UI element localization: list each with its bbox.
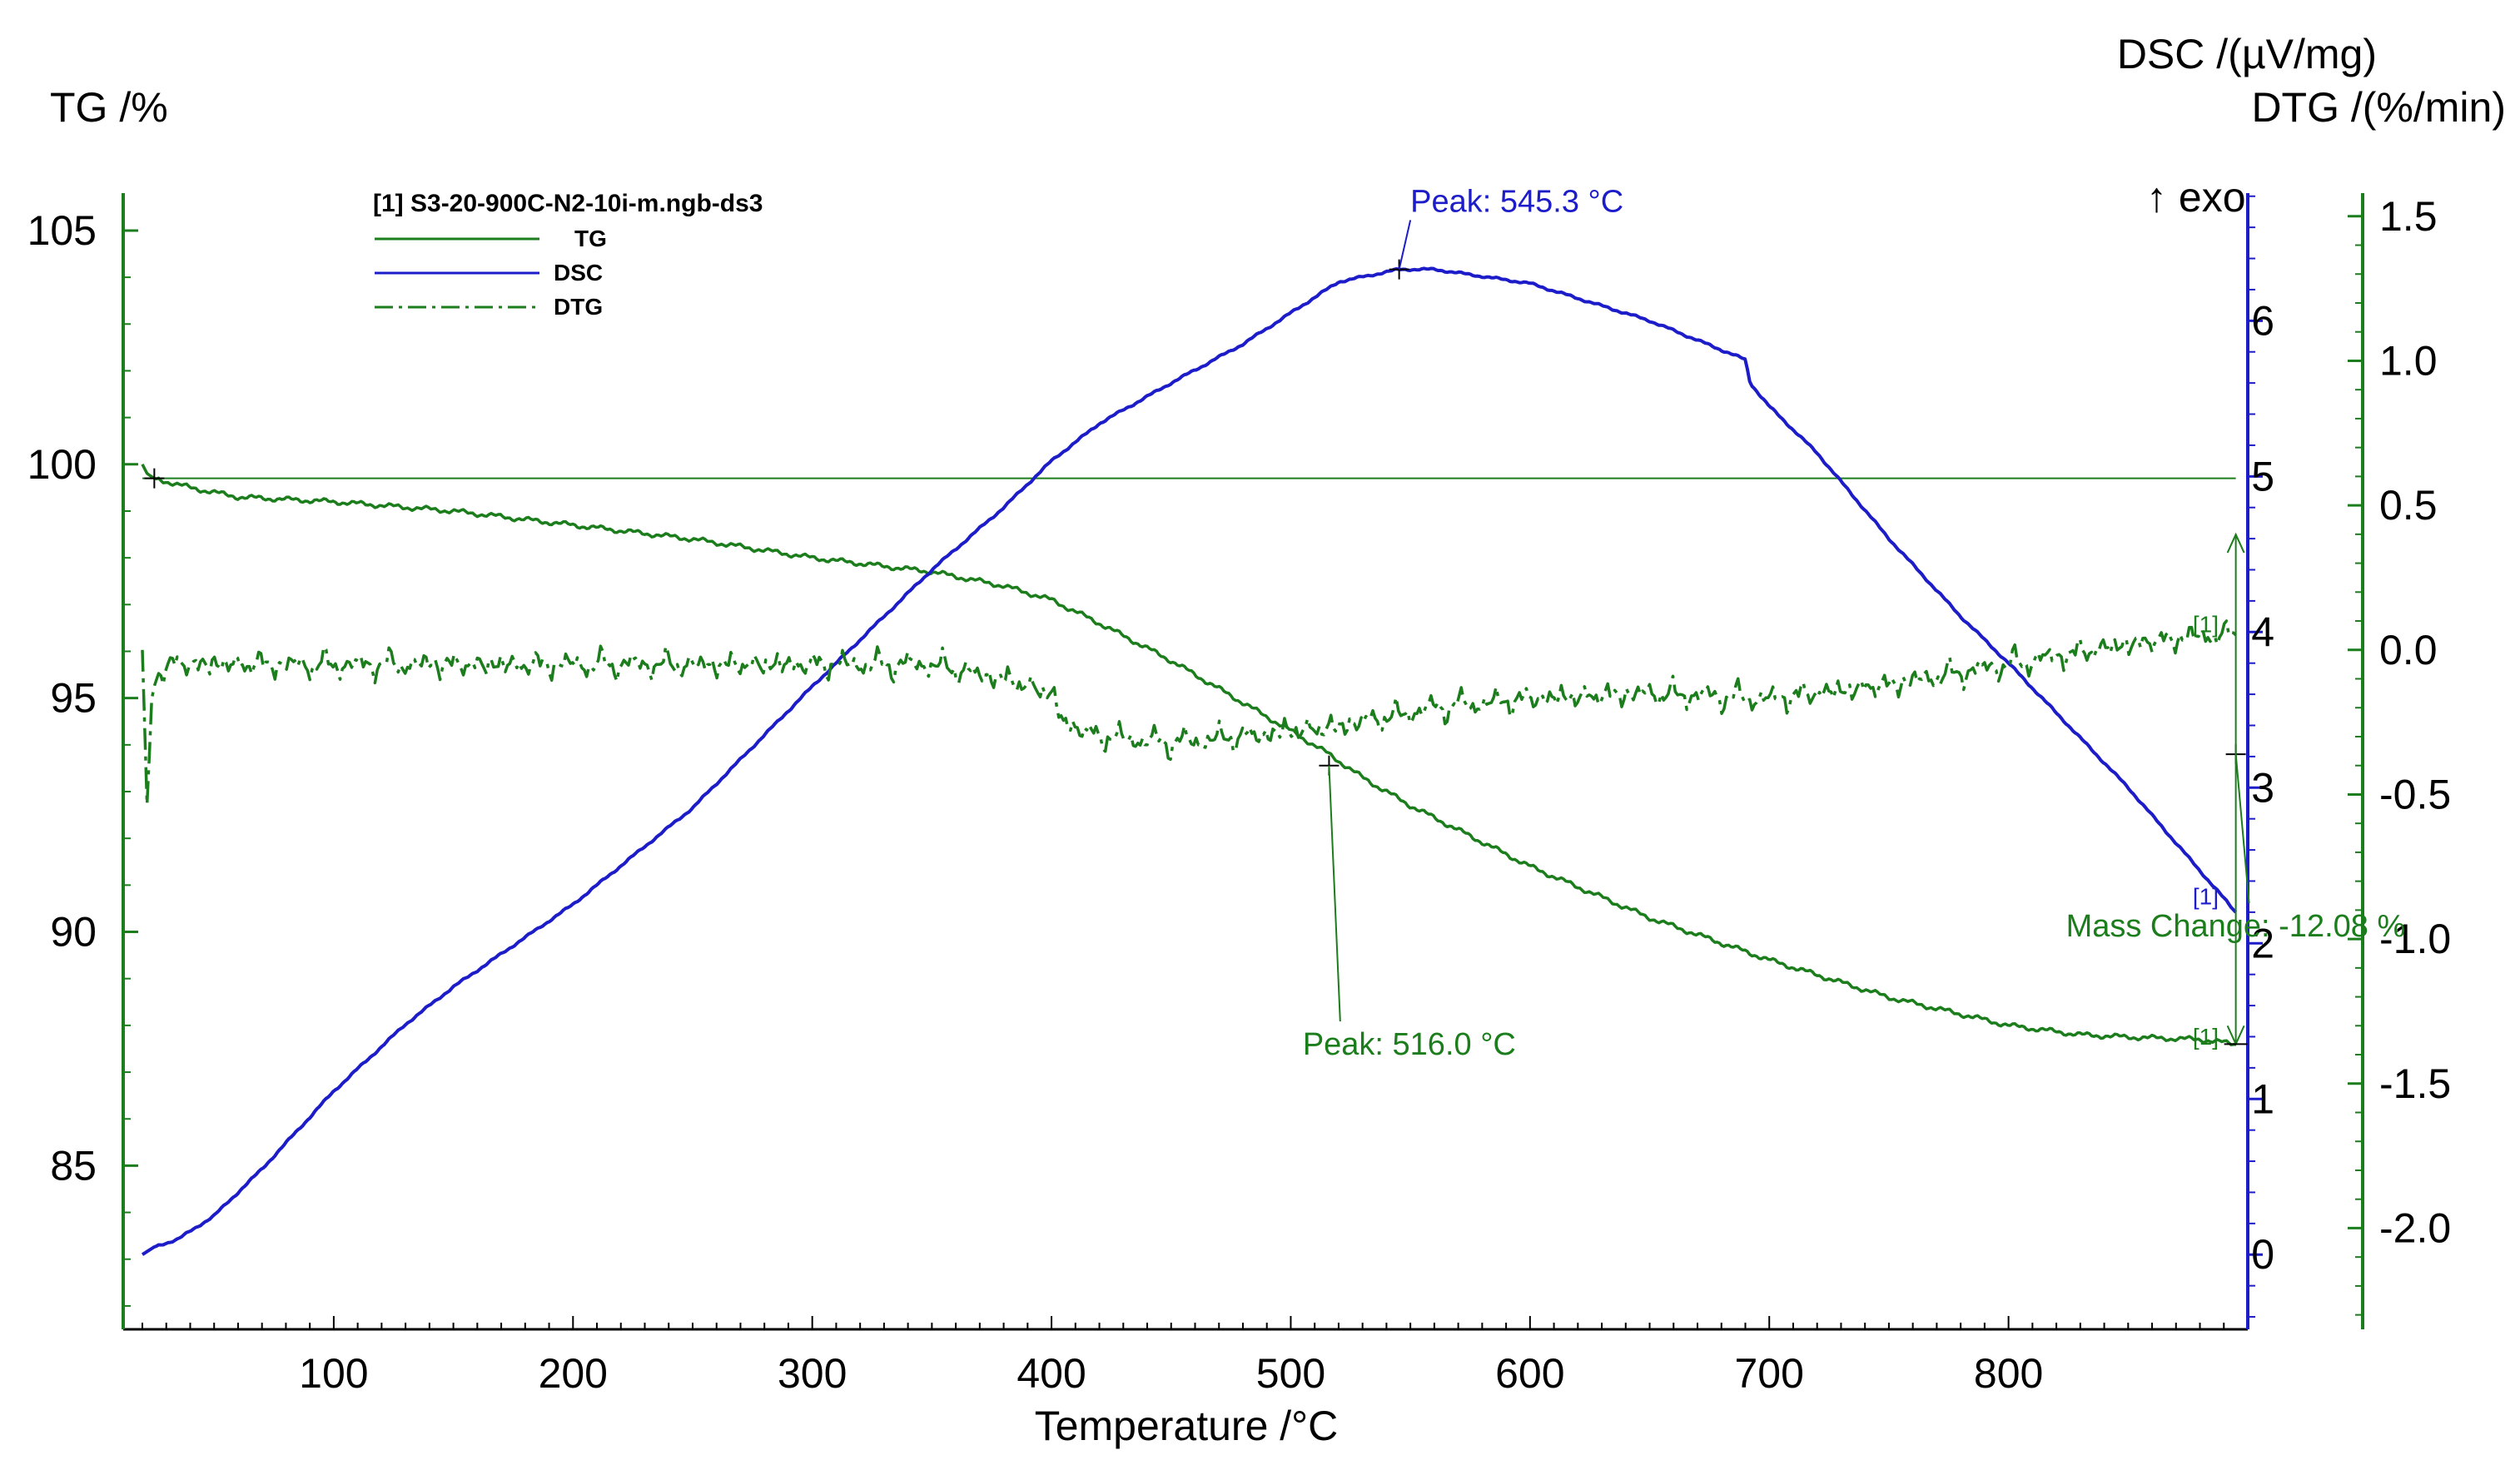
series-layer xyxy=(141,266,2238,1256)
tg-tick-label: 105 xyxy=(27,207,97,254)
series-dsc xyxy=(141,266,2238,1256)
dsc-axis-title: DSC /(µV/mg) xyxy=(2117,31,2377,77)
dtg-line xyxy=(141,619,2237,807)
annotation-label: Peak: 516.0 °C xyxy=(1303,1027,1516,1062)
annotation-leader xyxy=(1398,220,1412,270)
legend-entry-dsc: DSC xyxy=(554,260,603,286)
axes-layer: 100 200 300 400 500 600 700 800 85 90 95 100 105 0 1 2 3… xyxy=(27,193,2452,1397)
x-axis-title: Temperature /°C xyxy=(1035,1403,1339,1449)
dsc-tick-label: 4 xyxy=(2251,608,2274,655)
exo-label: ↑ exo xyxy=(2146,174,2246,221)
annotation-1: Peak: 516.0 °C xyxy=(1303,755,1516,1062)
legend: [1] S3-20-900C-N2-10i-m.ngb-ds3 TG DSC D… xyxy=(373,190,763,320)
x-tick-label: 800 xyxy=(1974,1350,2043,1397)
dtg-tick-label: 1.0 xyxy=(2379,337,2438,384)
tg-tick-label: 85 xyxy=(50,1142,97,1189)
annotation-leader xyxy=(1328,765,1341,1022)
annotation-0: Peak: 545.3 °C xyxy=(1389,184,1623,280)
dsc-tick-label: 1 xyxy=(2251,1075,2274,1122)
bracket-arrow-up xyxy=(2226,532,2245,554)
dsc-tick-label: 2 xyxy=(2251,920,2274,966)
mass-change-bracket xyxy=(2224,532,2248,1046)
series-dtg xyxy=(141,619,2237,809)
dsc-tick-label: 5 xyxy=(2251,453,2274,499)
curve-id-marker: [1] xyxy=(2193,884,2219,910)
dtg-axis-title: DTG /(%/min) xyxy=(2251,84,2506,131)
dtg-tick-label: -1.5 xyxy=(2379,1060,2451,1107)
dsc-tick-label: 0 xyxy=(2251,1231,2274,1278)
x-tick-label: 700 xyxy=(1735,1350,1804,1397)
dsc-line xyxy=(141,266,2238,1256)
tg-tick-label: 100 xyxy=(27,441,97,488)
x-tick-label: 200 xyxy=(539,1350,608,1397)
annotation-label: Peak: 545.3 °C xyxy=(1410,184,1623,219)
curve-id-marker: [1] xyxy=(2193,1024,2219,1050)
annotation-leader xyxy=(2234,753,2250,904)
tg-axis-title: TG /% xyxy=(50,84,168,131)
dtg-tick-label: -1.0 xyxy=(2379,916,2451,962)
series-tg xyxy=(141,464,2236,1046)
tg-tick-label: 95 xyxy=(50,675,97,722)
dtg-tick-label: 0.0 xyxy=(2379,627,2438,673)
tg-tick-label: 90 xyxy=(50,909,97,956)
legend-title: [1] S3-20-900C-N2-10i-m.ngb-ds3 xyxy=(373,190,763,217)
dtg-tick-label: 1.5 xyxy=(2379,193,2438,240)
legend-entry-dtg: DTG xyxy=(554,294,603,320)
x-tick-label: 500 xyxy=(1256,1350,1325,1397)
dsc-tick-label: 3 xyxy=(2251,764,2274,811)
x-tick-label: 400 xyxy=(1016,1350,1086,1397)
curve-id-marker: [1] xyxy=(2193,611,2219,637)
legend-entry-tg: TG xyxy=(574,226,607,251)
dtg-tick-label: -0.5 xyxy=(2379,771,2451,817)
tg-line xyxy=(141,464,2236,1046)
dsc-tick-label: 6 xyxy=(2251,297,2274,344)
dtg-tick-label: 0.5 xyxy=(2379,482,2438,529)
x-tick-label: 600 xyxy=(1495,1350,1564,1397)
x-tick-label: 100 xyxy=(299,1350,368,1397)
x-tick-label: 300 xyxy=(778,1350,847,1397)
dtg-tick-label: -2.0 xyxy=(2379,1204,2451,1251)
